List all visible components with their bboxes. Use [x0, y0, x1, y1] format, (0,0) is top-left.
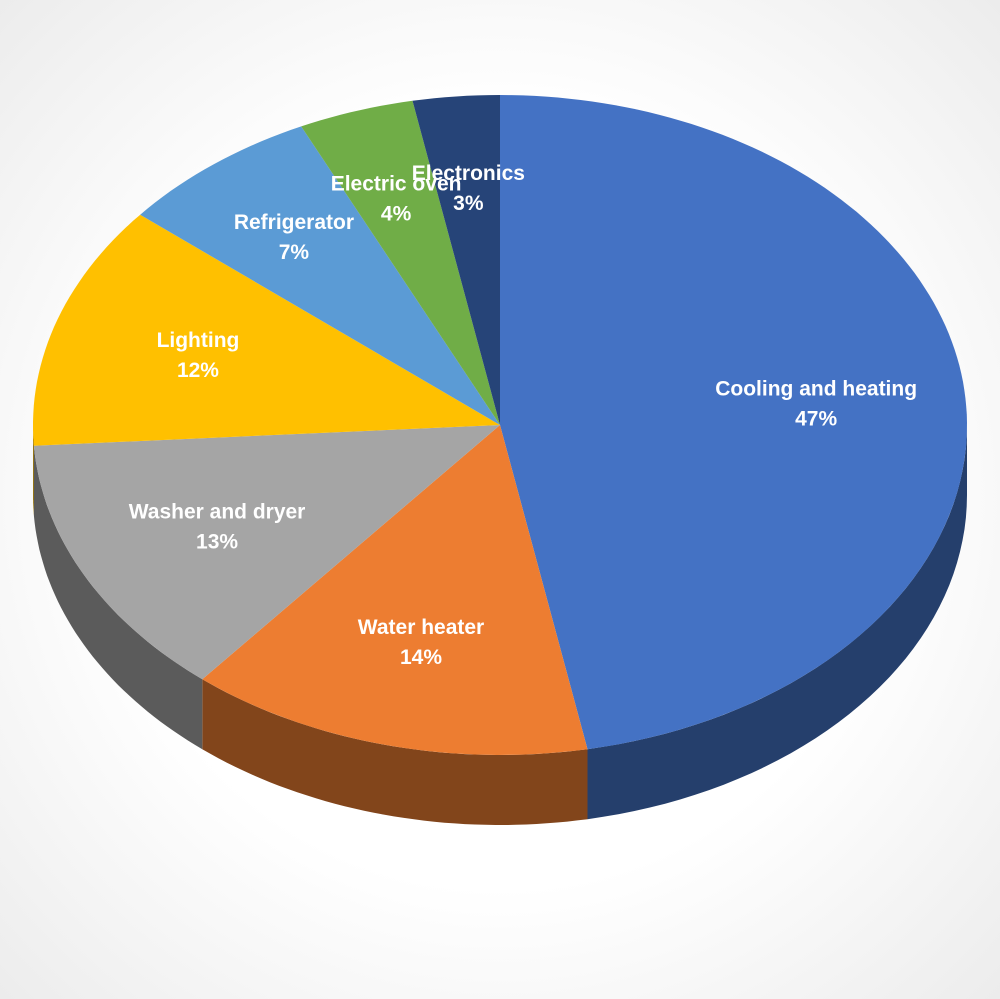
slice	[500, 95, 967, 750]
slice-label: Electric oven	[331, 173, 462, 196]
slice-side	[33, 445, 203, 750]
slice-side	[33, 425, 34, 516]
slice-label: Refrigerator	[234, 211, 354, 234]
value-label: 4%	[381, 203, 412, 226]
value-label: 12%	[177, 359, 219, 382]
slice-label: Washer and dryer	[129, 500, 306, 523]
slice	[412, 95, 500, 425]
slice-label: Cooling and heating	[715, 377, 917, 400]
slice-label: Electronics	[412, 162, 525, 185]
slice-side	[587, 425, 967, 820]
slice-label: Water heater	[358, 616, 484, 639]
pie-labels: Cooling and heating 47% Water heater 14% Was…	[129, 162, 917, 669]
slice-label: Lighting	[157, 329, 240, 352]
pie-tops	[33, 95, 967, 755]
slice	[140, 126, 500, 426]
slice	[202, 425, 588, 755]
value-label: 7%	[279, 241, 310, 264]
value-label: 3%	[453, 192, 484, 215]
value-label: 13%	[196, 530, 238, 553]
slice	[33, 214, 500, 446]
slice	[33, 425, 501, 680]
slice	[301, 100, 500, 426]
pie-sides	[33, 425, 967, 825]
value-label: 14%	[400, 646, 442, 669]
value-label: 47%	[795, 407, 837, 430]
slice-side	[202, 679, 588, 825]
